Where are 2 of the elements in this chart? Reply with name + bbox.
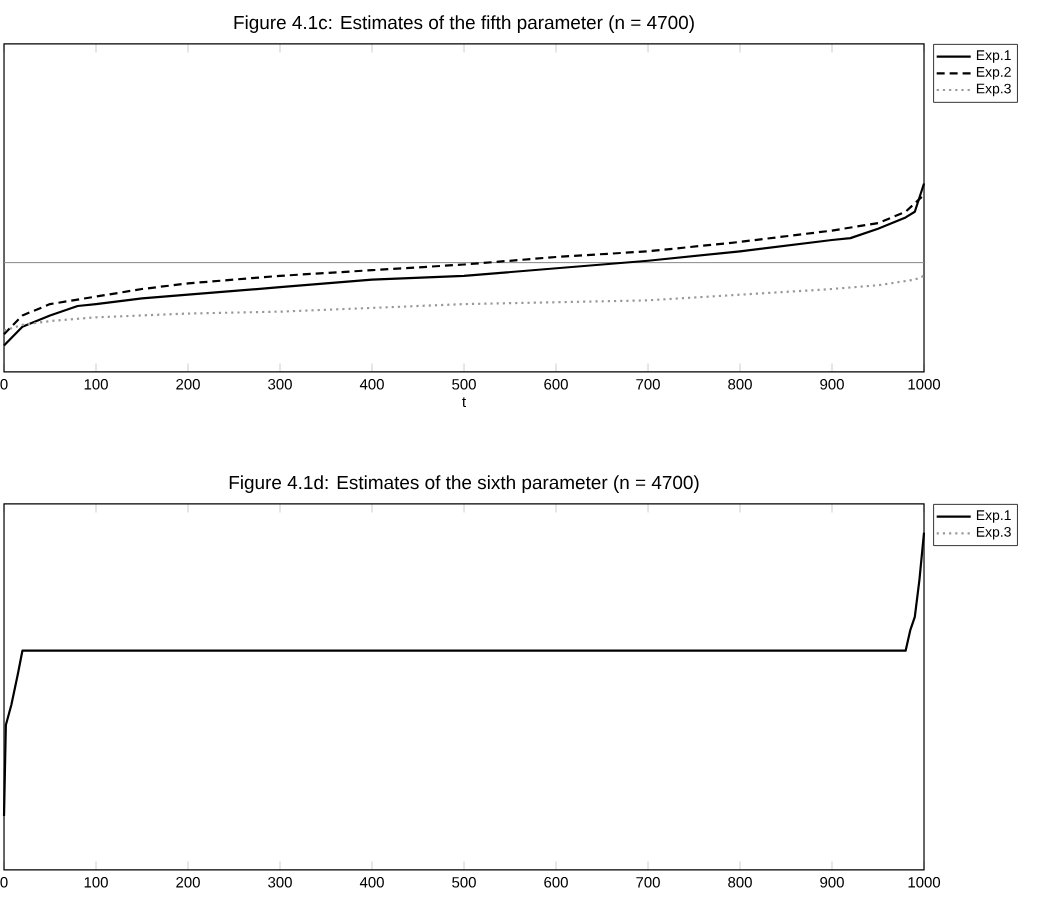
chart-title: Figure 4.1d: Estimates of the sixth parameter (n = 4700) bbox=[229, 475, 699, 493]
chart-title: Figure 4.1c: Estimates of the fifth parameter (n = 4700) bbox=[234, 15, 694, 33]
